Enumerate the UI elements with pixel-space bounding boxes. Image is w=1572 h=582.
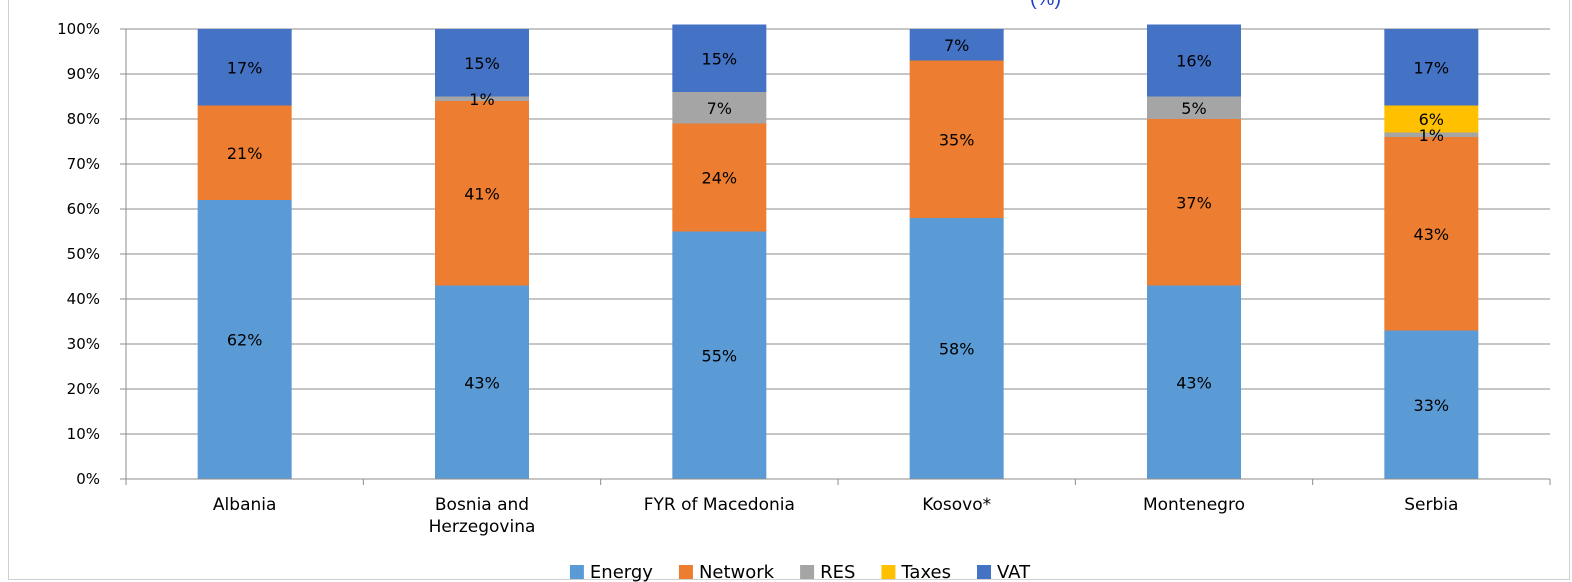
- y-tick-label: 60%: [67, 200, 100, 218]
- x-tick-label: Serbia: [1404, 495, 1458, 515]
- data-label: 24%: [702, 169, 738, 188]
- data-label: 62%: [227, 331, 263, 350]
- legend-label: Taxes: [900, 562, 951, 582]
- legend-label: Network: [699, 562, 775, 582]
- x-tick-label: Herzegovina: [429, 517, 536, 537]
- legend-label: VAT: [997, 562, 1031, 582]
- legend-swatch-vat: [977, 565, 991, 579]
- data-label: 15%: [464, 54, 500, 73]
- y-tick-label: 80%: [67, 110, 100, 128]
- legend-swatch-res: [800, 565, 814, 579]
- legend-label: Energy: [590, 562, 653, 582]
- x-tick-label: FYR of Macedonia: [644, 495, 795, 515]
- data-label: 17%: [1414, 58, 1450, 77]
- legend: Energy Network RES Taxes VAT: [570, 562, 1031, 582]
- data-label: 35%: [939, 130, 975, 149]
- x-tick-label: Kosovo*: [922, 495, 991, 515]
- bars: [198, 25, 1479, 480]
- data-label: 41%: [464, 184, 500, 203]
- data-labels: 62% 21% 17% 43% 41% 1% 15% 55% 24% 7% 15% 58% 35% 7% 4…: [227, 36, 1449, 415]
- x-tick-label: Bosnia and: [435, 495, 529, 515]
- data-label: 17%: [227, 58, 263, 77]
- data-label: 21%: [227, 144, 263, 163]
- y-tick-label: 50%: [67, 245, 100, 263]
- data-label: 1%: [469, 90, 494, 109]
- y-tick-label: 30%: [67, 335, 100, 353]
- data-label: 7%: [944, 36, 969, 55]
- y-tick-label: 10%: [67, 425, 100, 443]
- y-tick-labels: 0% 10% 20% 30% 40% 50% 60% 70% 80% 90% 100%: [57, 20, 100, 488]
- data-label: 43%: [1176, 373, 1212, 392]
- legend-swatch-network: [679, 565, 693, 579]
- data-label: 37%: [1176, 193, 1212, 212]
- data-label: 55%: [702, 346, 738, 365]
- y-tick-label: 70%: [67, 155, 100, 173]
- legend-swatch-taxes: [881, 565, 895, 579]
- y-tick-label: 90%: [67, 65, 100, 83]
- data-label: 6%: [1419, 110, 1444, 129]
- y-tick-label: 40%: [67, 290, 100, 308]
- data-label: 58%: [939, 340, 975, 359]
- data-label: 15%: [702, 49, 738, 68]
- gridlines: [120, 29, 1550, 479]
- data-label: 7%: [707, 99, 732, 118]
- axes: [126, 29, 1550, 485]
- y-tick-label: 0%: [76, 470, 100, 488]
- data-label: 43%: [1414, 225, 1450, 244]
- y-tick-label: 20%: [67, 380, 100, 398]
- data-label: 5%: [1181, 99, 1206, 118]
- y-tick-label: 100%: [57, 20, 100, 38]
- x-tick-label: Albania: [213, 495, 276, 515]
- legend-label: RES: [820, 562, 855, 582]
- data-label: 43%: [464, 373, 500, 392]
- legend-swatch-energy: [570, 565, 584, 579]
- x-tick-label: Montenegro: [1143, 495, 1245, 515]
- data-label: 16%: [1176, 52, 1212, 71]
- data-label: 33%: [1414, 396, 1450, 415]
